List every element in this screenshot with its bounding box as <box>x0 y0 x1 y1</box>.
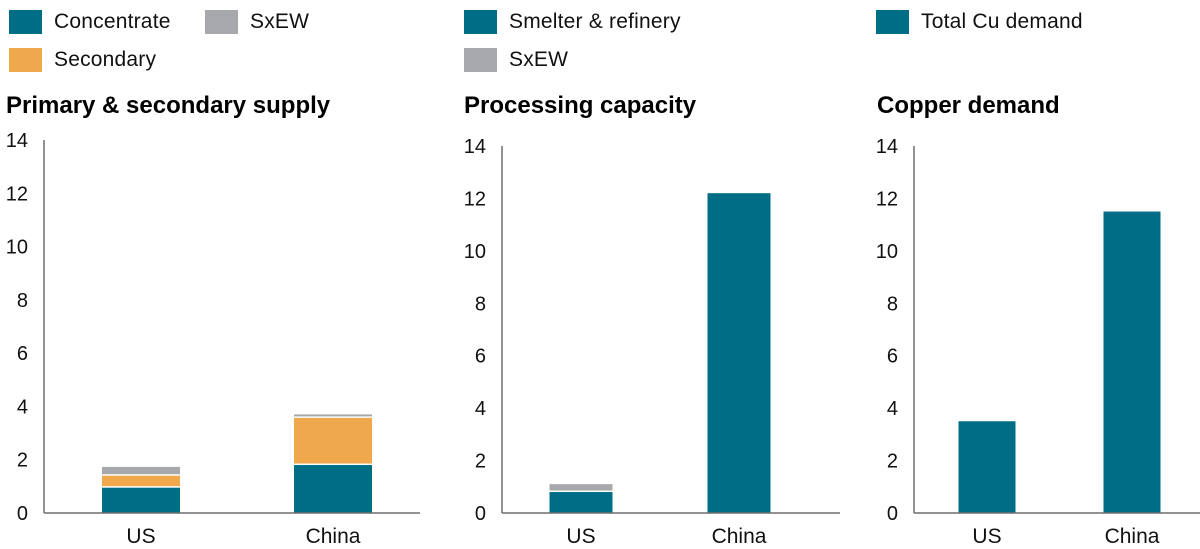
bar-total-cu-demand-china <box>1103 211 1161 514</box>
y-tick-label: 10 <box>6 237 28 259</box>
bar-smelter-refinery-china <box>707 193 771 513</box>
legend-swatch-concentrate <box>9 10 42 34</box>
bar-concentrate-china <box>294 465 372 513</box>
legend-item-concentrate: Concentrate <box>9 9 171 35</box>
y-tick-label: 12 <box>876 188 898 210</box>
bar-secondary-us <box>102 475 180 487</box>
legend-item-sxew: SxEW <box>205 9 309 35</box>
legend-swatch-sxew <box>205 10 238 34</box>
x-category-label: China <box>1105 525 1160 548</box>
legend-label: SxEW <box>509 48 569 71</box>
legend-swatch-sxew <box>464 48 497 72</box>
y-tick-label: 2 <box>17 450 28 472</box>
bar-sxew-us <box>549 484 613 491</box>
legend-label: SxEW <box>250 10 310 33</box>
y-tick-label: 0 <box>475 503 486 525</box>
y-tick-label: 2 <box>475 451 486 473</box>
y-tick-label: 6 <box>475 346 486 368</box>
bar-smelter-refinery-us <box>549 492 613 513</box>
x-category-label: China <box>306 525 361 548</box>
y-tick-label: 2 <box>887 451 898 473</box>
y-tick-label: 6 <box>887 346 898 368</box>
y-tick-label: 4 <box>17 396 28 418</box>
y-tick-label: 10 <box>464 241 486 263</box>
x-category-label: US <box>126 525 155 548</box>
legend-item-sxew: SxEW <box>464 47 568 73</box>
bar-sxew-us <box>102 466 180 475</box>
y-tick-label: 12 <box>6 183 28 205</box>
y-tick-label: 8 <box>475 293 486 315</box>
y-tick-label: 4 <box>887 398 898 420</box>
x-category-label: US <box>972 525 1001 548</box>
y-tick-label: 14 <box>464 136 486 158</box>
bar-secondary-china <box>294 417 372 464</box>
y-tick-label: 14 <box>876 136 898 158</box>
y-tick-label: 10 <box>876 241 898 263</box>
chart-title-demand: Copper demand <box>877 92 1060 119</box>
y-tick-label: 0 <box>887 503 898 525</box>
legend-item-total-demand: Total Cu demand <box>876 9 1083 35</box>
x-category-label: US <box>566 525 595 548</box>
chart-title-supply: Primary & secondary supply <box>6 92 331 119</box>
legend-label: Total Cu demand <box>921 10 1083 33</box>
legend-item-secondary: Secondary <box>9 47 156 73</box>
y-tick-label: 6 <box>17 343 28 365</box>
x-category-label: China <box>712 525 767 548</box>
legend-swatch-demand <box>876 10 909 34</box>
y-tick-label: 8 <box>17 290 28 312</box>
y-tick-label: 12 <box>464 188 486 210</box>
legend-item-smelter: Smelter & refinery <box>464 9 681 35</box>
bar-total-cu-demand-us <box>958 421 1016 513</box>
y-tick-label: 4 <box>475 398 486 420</box>
legend-swatch-secondary <box>9 48 42 72</box>
y-tick-label: 8 <box>887 293 898 315</box>
legend-label: Concentrate <box>54 10 171 33</box>
bar-concentrate-us <box>102 487 180 513</box>
y-tick-label: 14 <box>6 130 28 152</box>
legend-label: Secondary <box>54 48 157 71</box>
bar-sxew-china <box>294 414 372 417</box>
chart-title-processing: Processing capacity <box>464 92 697 119</box>
legend-label: Smelter & refinery <box>509 10 681 33</box>
y-tick-label: 0 <box>17 503 28 525</box>
legend-swatch-smelter <box>464 10 497 34</box>
